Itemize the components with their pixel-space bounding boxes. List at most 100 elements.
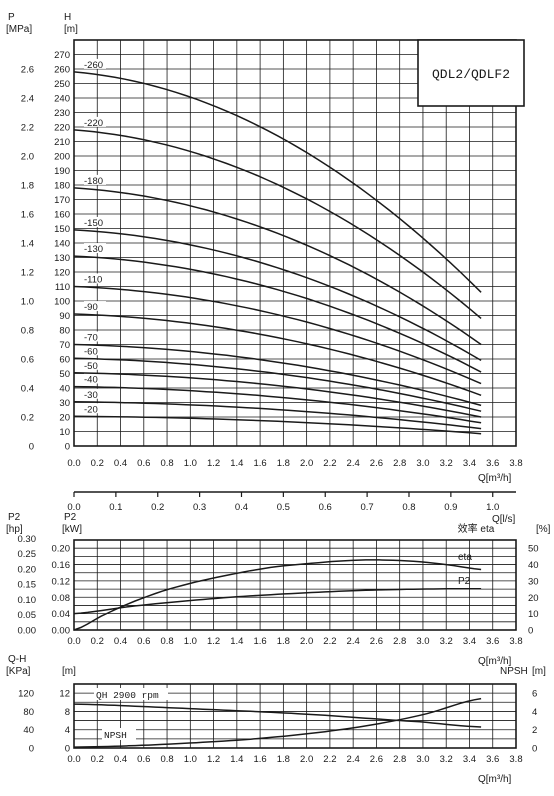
secondary-tick-label: 0.0 [67, 502, 80, 513]
h-tick-label: 150 [54, 224, 70, 235]
h-tick-label: 160 [54, 210, 70, 221]
x-tick-label: 1.0 [184, 636, 197, 647]
p-axis-unit: [MPa] [6, 24, 32, 35]
x-tick-label: 0.0 [67, 754, 80, 765]
kpa-axis-unit: [KPa] [6, 666, 31, 677]
series-label-bg [84, 345, 106, 356]
x-tick-label: 1.2 [207, 636, 220, 647]
h-tick-label: 10 [59, 427, 70, 438]
p-tick-label: 2.4 [21, 94, 34, 105]
x-tick-label: 3.8 [509, 458, 522, 469]
series-label-bg [84, 273, 106, 284]
series-label-bg [84, 301, 106, 312]
x-tick-label: 2.6 [370, 754, 383, 765]
npsh-axis-unit: [m] [532, 666, 546, 677]
x-tick-label: 3.0 [416, 754, 429, 765]
p-tick-label: 2.6 [21, 65, 34, 76]
head-curve [73, 129, 482, 319]
p-tick-label: 0.4 [21, 384, 34, 395]
x-tick-label: 1.2 [207, 458, 220, 469]
secondary-tick-label: 0.6 [319, 502, 332, 513]
secondary-tick-label: 0.4 [235, 502, 248, 513]
p-tick-label: 1.8 [21, 181, 34, 192]
npsh-tick-label: 0 [532, 744, 537, 755]
h-tick-label: 140 [54, 239, 70, 250]
secondary-axis-title: Q[l/s] [492, 514, 516, 525]
x-tick-label: 2.0 [300, 754, 313, 765]
x-axis-title: Q[m³/h] [478, 473, 512, 484]
x-tick-label: 3.0 [416, 636, 429, 647]
hp-tick-label: 0.00 [18, 626, 37, 637]
x-tick-label: 2.8 [393, 458, 406, 469]
x-tick-label: 2.0 [300, 636, 313, 647]
x-tick-label: 2.6 [370, 636, 383, 647]
kpa-axis-title: Q-H [8, 654, 26, 665]
series-label-bg [84, 403, 106, 414]
kw-axis-unit: [kW] [62, 524, 82, 535]
series-label-bg [84, 388, 106, 399]
x-tick-label: 0.2 [91, 458, 104, 469]
series-label-bg [84, 373, 106, 384]
p2-curve [73, 587, 482, 615]
secondary-tick-label: 0.7 [361, 502, 374, 513]
series-label: -90 [84, 302, 98, 313]
hp-tick-label: 0.15 [18, 580, 37, 591]
secondary-tick-label: 0.1 [109, 502, 122, 513]
series-label: -50 [84, 361, 98, 372]
x-tick-label: 3.2 [440, 636, 453, 647]
series-label-bg [84, 216, 106, 227]
p-tick-label: 0.6 [21, 355, 34, 366]
h-tick-label: 270 [54, 50, 70, 61]
series-label: -260 [84, 60, 103, 71]
secondary-tick-label: 0.9 [444, 502, 457, 513]
secondary-tick-label: 0.3 [193, 502, 206, 513]
h-tick-label: 200 [54, 152, 70, 163]
x-tick-label: 2.8 [393, 636, 406, 647]
p-tick-label: 0 [29, 442, 34, 453]
m-axis-unit: [m] [62, 666, 76, 677]
kw-tick-label: 0.20 [52, 544, 71, 555]
x-tick-label: 3.4 [463, 458, 476, 469]
kw-tick-label: 0.00 [52, 626, 71, 637]
x-tick-label: 2.2 [323, 458, 336, 469]
series-label: -110 [84, 275, 102, 286]
eta-curve [73, 559, 482, 631]
series-label: -180 [84, 176, 103, 187]
x-tick-label: 1.6 [253, 458, 266, 469]
series-label-bg [84, 58, 106, 69]
hp-tick-label: 0.20 [18, 564, 37, 575]
kw-tick-label: 0.16 [52, 560, 71, 571]
series-label-bg [84, 359, 106, 370]
x-tick-label: 2.0 [300, 458, 313, 469]
x-tick-label: 0.2 [91, 636, 104, 647]
x-tick-label: 3.8 [509, 636, 522, 647]
x-axis-title: Q[m³/h] [478, 774, 512, 785]
npsh-tick-label: 2 [532, 725, 537, 736]
x-tick-label: 3.4 [463, 636, 476, 647]
h-tick-label: 0 [65, 442, 70, 453]
x-tick-label: 3.4 [463, 754, 476, 765]
p-tick-label: 0.8 [21, 326, 34, 337]
series-label-bg [84, 174, 106, 185]
x-tick-label: 0.4 [114, 458, 127, 469]
x-axis-title: Q[m³/h] [478, 656, 512, 667]
h-tick-label: 90 [59, 311, 70, 322]
x-tick-label: 1.6 [253, 754, 266, 765]
h-tick-label: 170 [54, 195, 70, 206]
h-tick-label: 260 [54, 65, 70, 76]
power-efficiency-chart: 0.0 0.2 0.4 0.6 0.8 1.0 1.2 1.4 1.6 1.8 2.0 2.2 2.4 2… [6, 512, 551, 667]
model-label-box [417, 39, 525, 107]
eta-tick-label: 50 [528, 544, 539, 555]
p-tick-label: 2.2 [21, 123, 34, 134]
series-label: -70 [84, 333, 98, 344]
x-tick-label: 0.0 [67, 636, 80, 647]
m-tick-label: 8 [65, 707, 70, 718]
x-tick-label: 0.8 [160, 458, 173, 469]
secondary-tick-label: 0.5 [277, 502, 290, 513]
h-tick-label: 250 [54, 79, 70, 90]
x-tick-label: 2.2 [323, 754, 336, 765]
x-tick-label: 3.6 [486, 458, 499, 469]
model-label: QDL2/QDLF2 [432, 67, 510, 82]
kpa-tick-label: 80 [23, 707, 34, 718]
